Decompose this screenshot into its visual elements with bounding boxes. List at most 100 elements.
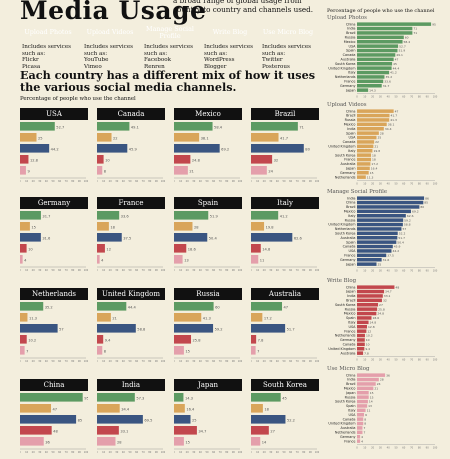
bar-value-label: 45.9: [394, 245, 401, 249]
tick-label: 30: [379, 358, 383, 361]
tick-label: 50: [205, 360, 209, 363]
tick-label: 70: [219, 360, 223, 363]
tick-label: 60: [58, 451, 62, 454]
tick-label: 90: [309, 451, 313, 454]
country-chart-france: France33.61837.5124010203040506070809010…: [97, 197, 165, 277]
tick-label: 50: [128, 451, 132, 454]
bar-value-label: 57: [402, 227, 406, 231]
bar-value-label: 34.7: [385, 290, 392, 294]
category-label: India: [347, 196, 355, 200]
bar-value-label: 19.8: [266, 225, 275, 229]
tick-label: 20: [109, 269, 113, 272]
category-label: Spain: [346, 49, 355, 53]
category-label: United Kingdom: [328, 422, 355, 426]
bar-value-label: 60: [215, 305, 220, 309]
bar-value-label: 21: [374, 144, 378, 148]
category-label: Germany: [340, 338, 356, 342]
panel-title: Manage Social Profile: [327, 189, 388, 195]
tick-label: 80: [71, 269, 75, 272]
bar: [357, 412, 365, 417]
bar-value-label: 51.7: [287, 327, 295, 331]
bar-value-label: 35.2: [385, 75, 392, 79]
bar-value-label: 11.3: [29, 316, 37, 320]
category-desc-write-blog: Includes services such as: WordPress Blo…: [204, 44, 253, 70]
category-label: Russia: [345, 218, 356, 222]
tick-label: 80: [225, 269, 229, 272]
category-label: Spain: [346, 316, 355, 320]
tick-label: 100: [315, 451, 319, 454]
bar-value-label: 48: [395, 285, 399, 289]
tick-label: 40: [276, 451, 280, 454]
tick-label: 100: [238, 269, 242, 272]
ranked-bar-chart: India 86 China 85 Brazil 80 Mexico 69.2 Italy 62.…: [328, 196, 437, 272]
bar: [357, 44, 399, 48]
category-label: Canada: [343, 53, 356, 57]
category-label: South Korea: [335, 231, 355, 235]
bar-value-label: 21: [112, 316, 117, 320]
bar-value-label: 19.8: [373, 149, 380, 153]
bar: [357, 289, 385, 294]
tick-label: 10: [25, 180, 29, 183]
tick-label: 80: [418, 182, 422, 185]
tick-label: 60: [135, 269, 139, 272]
bar-upload-photos: [20, 302, 44, 311]
bar-value-label: 34.7: [198, 429, 206, 433]
bar-write-blog: [97, 155, 104, 164]
category-label: Netherlands: [335, 430, 356, 434]
category-label: Spain: [346, 131, 355, 135]
category-label: United Kingdom: [328, 347, 355, 351]
tick-label: 30: [38, 180, 42, 183]
bar-value-label: 4: [24, 258, 27, 262]
bar: [357, 113, 390, 118]
bar-value-label: 41.3: [203, 316, 211, 320]
bar: [357, 382, 376, 386]
category-label: USA: [349, 44, 357, 48]
bar-use-micro-blog: [174, 255, 183, 264]
tick-label: 70: [65, 451, 69, 454]
tick-label: 20: [186, 360, 190, 363]
tick-label: 0: [356, 446, 358, 449]
tick-label: 40: [276, 180, 280, 183]
bar-value-label: 10.2: [366, 334, 373, 338]
tick-label: 40: [199, 451, 203, 454]
tick-label: 100: [238, 451, 242, 454]
bar-manage-social-profile: [97, 415, 143, 424]
bar-value-label: 25: [38, 136, 43, 140]
bar: [357, 118, 390, 122]
bar-value-label: 44.2: [392, 249, 399, 253]
category-label: USA: [349, 136, 357, 140]
bar: [357, 31, 413, 35]
bar-value-label: 48: [53, 429, 58, 433]
category-box-write-blog: Write Blog: [202, 25, 258, 40]
tick-label: 0: [97, 180, 98, 183]
tick-label: 80: [148, 269, 152, 272]
bar: [357, 66, 392, 70]
bar-use-micro-blog: [20, 166, 26, 175]
bar-upload-photos: [97, 302, 127, 311]
tick-label: 100: [315, 269, 319, 272]
bar: [357, 338, 365, 342]
bar-value-label: 95: [84, 396, 88, 400]
bar-value-label: 34.4: [121, 407, 130, 411]
bar: [357, 196, 425, 200]
bar-manage-social-profile: [251, 233, 293, 242]
tick-label: 30: [269, 451, 273, 454]
bar-value-label: 9: [365, 413, 367, 417]
tick-label: 40: [122, 180, 126, 183]
tick-label: 40: [45, 451, 49, 454]
bar-use-micro-blog: [174, 166, 188, 175]
country-chart-spain: Spain 51.9 28 50.4 18.6 13 0 102030405060708090…: [174, 197, 242, 277]
tick-label: 40: [387, 269, 391, 272]
bar-value-label: 15: [31, 225, 36, 229]
bar-value-label: 28: [380, 378, 384, 382]
bar-value-label: 15: [185, 440, 190, 444]
category-label: France: [344, 158, 355, 162]
bar: [357, 22, 432, 26]
bar: [357, 320, 369, 325]
tick-label: 30: [192, 269, 196, 272]
